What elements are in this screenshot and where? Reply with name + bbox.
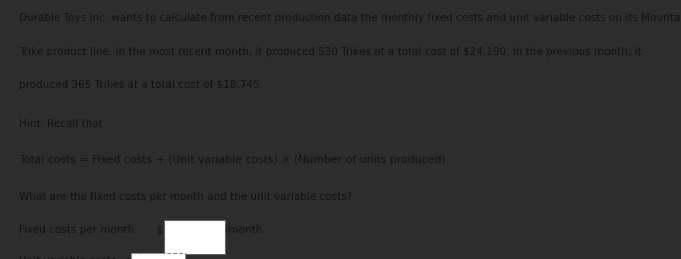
Text: Durable Toys Inc. wants to calculate from recent production data the monthly fix: Durable Toys Inc. wants to calculate fro…: [19, 13, 681, 23]
Text: produced 365 Trikes at a total cost of $18,745.: produced 365 Trikes at a total cost of $…: [19, 80, 263, 90]
Text: Fixed costs per month: Fixed costs per month: [19, 225, 134, 235]
Text: $: $: [155, 225, 162, 235]
Text: Total costs = Fixed costs + (Unit variable costs) × (Number of units produced): Total costs = Fixed costs + (Unit variab…: [19, 155, 446, 166]
Text: Unit variable costs: Unit variable costs: [19, 256, 116, 259]
Text: /month: /month: [225, 225, 263, 235]
Text: $: $: [125, 256, 131, 259]
Text: Trike product line. In the most recent month, it produced 530 Trikes at a total : Trike product line. In the most recent m…: [19, 47, 642, 57]
Text: What are the fixed costs per month and the unit variable costs?: What are the fixed costs per month and t…: [19, 192, 352, 202]
Text: Hint. Recall that: Hint. Recall that: [19, 119, 103, 129]
